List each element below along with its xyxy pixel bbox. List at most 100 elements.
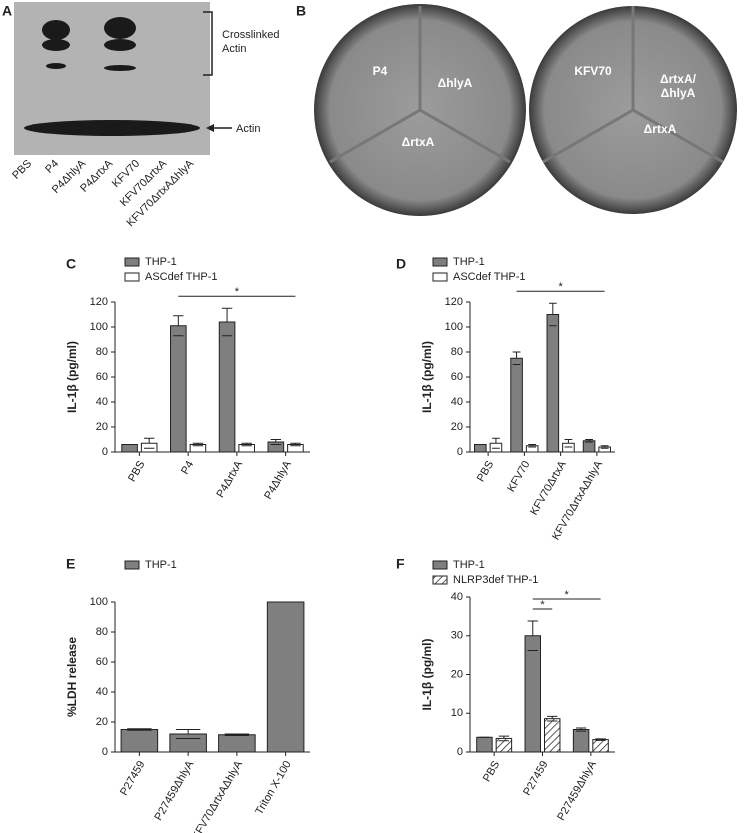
error-bar	[548, 302, 557, 327]
y-tick-label: 120	[90, 296, 108, 308]
panel-label: E	[66, 556, 75, 572]
legend-swatch	[432, 272, 448, 282]
bar	[218, 321, 236, 453]
x-tick-label: P4ΔrtxA	[214, 458, 245, 500]
error-bar	[585, 439, 593, 443]
y-tick-label: 20	[96, 716, 108, 728]
legend-swatch	[432, 560, 448, 570]
plate-label: ΔhlyA	[661, 86, 696, 100]
bar	[524, 635, 541, 753]
plate-label: KFV70	[574, 64, 612, 78]
y-tick-label: 80	[451, 346, 463, 358]
bar	[592, 739, 609, 753]
legend-label: NLRP3def THP-1	[453, 574, 538, 586]
y-tick-label: 100	[445, 321, 463, 333]
legend-label: THP-1	[453, 559, 485, 571]
error-bar	[143, 437, 155, 449]
panel-label: D	[396, 256, 406, 272]
lane-label: PBS	[10, 158, 34, 182]
bar	[476, 736, 493, 753]
y-axis-label: IL-1β (pg/ml)	[420, 341, 434, 413]
legend-swatch	[124, 257, 140, 267]
x-tick-label: Triton X-100	[253, 759, 293, 817]
y-tick-label: 0	[457, 746, 463, 758]
bar	[120, 729, 159, 753]
plate-label: ΔrtxA	[644, 122, 677, 136]
x-tick-label: P4	[179, 459, 196, 477]
legend-label: THP-1	[453, 256, 485, 268]
bar	[489, 442, 503, 453]
y-tick-label: 0	[102, 446, 108, 458]
panel-label: F	[396, 556, 405, 572]
y-tick-label: 80	[96, 626, 108, 638]
bar	[170, 325, 187, 453]
x-tick-label: PBS	[126, 459, 147, 484]
y-tick-label: 60	[451, 371, 463, 383]
plate-label: P4	[373, 64, 388, 78]
y-axis-label: IL-1β (pg/ml)	[420, 639, 434, 711]
bar	[546, 314, 560, 453]
y-tick-label: 30	[451, 630, 463, 642]
error-bar	[270, 439, 282, 445]
y-tick-label: 100	[90, 321, 108, 333]
plate-divider	[329, 6, 511, 164]
x-tick-label: P27459ΔhlyA	[153, 758, 197, 822]
y-tick-label: 40	[96, 396, 108, 408]
y-tick-label: 10	[451, 707, 463, 719]
error-bar	[595, 738, 606, 741]
blot-bands	[24, 17, 200, 136]
panel-label: B	[296, 3, 306, 19]
bar	[267, 441, 285, 453]
error-bar	[175, 729, 201, 739]
significance-label: *	[235, 286, 240, 298]
x-tick-label: P27459	[521, 759, 550, 798]
error-bar	[528, 444, 537, 448]
y-tick-label: 0	[457, 446, 463, 458]
arrow-head	[206, 124, 214, 132]
significance-label: *	[558, 281, 563, 293]
plate-divider	[542, 6, 724, 164]
y-tick-label: 40	[451, 396, 463, 408]
y-tick-label: 80	[96, 346, 108, 358]
bracket	[203, 11, 213, 76]
bar	[510, 357, 523, 453]
plate-label: ΔrtxA	[402, 135, 435, 149]
legend-label: THP-1	[145, 256, 177, 268]
error-bar	[498, 735, 510, 742]
bar	[266, 601, 305, 753]
panel-label: A	[2, 3, 12, 19]
error-bar	[221, 307, 233, 337]
error-bar	[527, 620, 538, 651]
panel-label: C	[66, 256, 76, 272]
error-bar	[600, 445, 609, 449]
bar	[474, 444, 487, 453]
bar	[562, 442, 575, 453]
x-tick-label: KFV70ΔrtxA	[528, 458, 569, 517]
legend-label: THP-1	[145, 559, 177, 571]
error-bar	[127, 728, 152, 731]
y-axis-label: IL-1β (pg/ml)	[65, 341, 79, 413]
error-bar	[547, 715, 558, 722]
error-bar	[290, 442, 301, 447]
plate-label: ΔhlyA	[438, 76, 473, 90]
x-tick-label: PBS	[475, 459, 496, 484]
lane-label: P4	[43, 158, 61, 176]
x-tick-label: PBS	[481, 759, 502, 784]
y-tick-label: 20	[96, 421, 108, 433]
bracket-label: Actin	[222, 43, 246, 55]
error-bar	[224, 733, 250, 736]
bracket-label: Crosslinked	[222, 29, 279, 41]
y-tick-label: 120	[445, 296, 463, 308]
legend-swatch	[124, 272, 140, 282]
bar	[544, 718, 561, 753]
bar	[572, 729, 590, 753]
bar	[121, 444, 138, 453]
y-tick-label: 40	[96, 686, 108, 698]
y-tick-label: 0	[102, 746, 108, 758]
y-tick-label: 40	[451, 591, 463, 603]
error-bar	[512, 351, 521, 365]
legend-label: ASCdef THP-1	[145, 271, 218, 283]
error-bar	[192, 442, 204, 447]
error-bar	[575, 727, 587, 732]
